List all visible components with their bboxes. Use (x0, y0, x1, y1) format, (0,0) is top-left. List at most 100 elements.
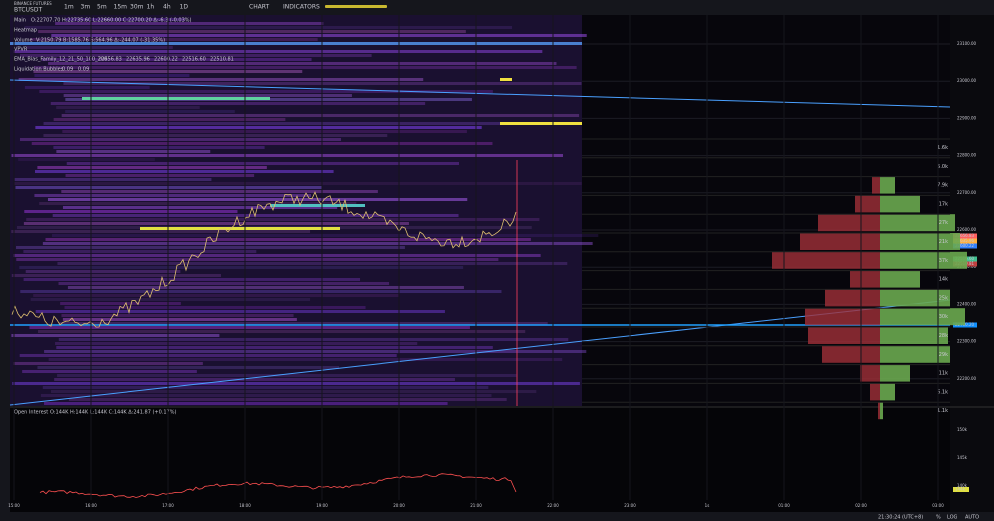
price-label: 22400.00 (957, 301, 977, 306)
heat-row (22, 370, 197, 373)
heat-row (11, 274, 222, 277)
profile-buy (880, 327, 948, 344)
heat-row (51, 34, 587, 37)
profile-buy (880, 251, 967, 269)
profile-sell (870, 383, 880, 401)
heat-row (39, 90, 493, 93)
heat-row (16, 258, 499, 261)
heat-row (15, 186, 322, 189)
profile-buy (880, 214, 955, 232)
timeframe[interactable]: 4h (163, 4, 171, 11)
oi-axis-label: 145k (957, 455, 968, 460)
heat-row (55, 22, 324, 25)
heat-row (42, 242, 593, 245)
heat-row (44, 402, 448, 405)
oi-tag (953, 487, 969, 492)
opacity-slider[interactable] (325, 5, 387, 8)
profile-label: 25k (939, 295, 948, 301)
time-label: 19:00 (316, 503, 328, 508)
timeframe[interactable]: 1D (180, 4, 189, 11)
legend-main-values: O:22707.70 H:22735.60 L:22660.00 C:22700… (31, 18, 191, 24)
heat-row (57, 374, 517, 377)
heat-row (19, 266, 464, 269)
heat-row (43, 122, 563, 125)
legend-volume-values: V:2150.79 B:1585.76 S:564.96 Δ:-244.07 (… (36, 38, 165, 44)
heat-row (42, 386, 489, 389)
heat-row (24, 210, 238, 213)
heat-row (40, 394, 492, 397)
heatmap (10, 18, 599, 405)
price-path (11, 191, 517, 328)
heat-row (24, 86, 150, 89)
timeframe[interactable]: 1h (147, 4, 155, 11)
time-label: 02:00 (855, 503, 867, 508)
heat-row (61, 314, 294, 317)
timeframe[interactable]: 30m (130, 4, 144, 11)
heat-row (19, 138, 341, 141)
time-label: 17:00 (162, 503, 174, 508)
liquidity-wall (82, 97, 270, 100)
percent-toggle[interactable]: % (936, 515, 941, 521)
time-label: 22:00 (547, 503, 559, 508)
heat-row (56, 106, 200, 109)
timeframe[interactable]: 3m (81, 4, 91, 11)
profile-label: 17k (939, 201, 948, 207)
heat-row (11, 334, 220, 337)
profile-label: 27k (939, 220, 948, 226)
heat-row (48, 62, 557, 65)
heat-row (57, 262, 568, 265)
heat-row (51, 234, 599, 237)
top-bar (0, 0, 994, 15)
profile-sell (772, 251, 880, 269)
heat-row (44, 350, 587, 353)
heat-row (12, 382, 580, 385)
time-label: 16:00 (85, 503, 97, 508)
heat-row (13, 50, 543, 53)
profile-buy (880, 233, 960, 250)
price-tag-label: 22600.22 (955, 243, 975, 248)
chart-menu[interactable]: CHART (249, 4, 270, 11)
heat-row (58, 322, 548, 325)
heat-row (14, 178, 212, 181)
profile-label: 30k (939, 314, 948, 320)
time-label: 1s (705, 503, 710, 508)
heat-row (18, 158, 155, 161)
log-toggle[interactable]: LOG (947, 515, 958, 521)
heat-row (50, 390, 537, 393)
status-bar (0, 512, 994, 521)
heat-row (62, 130, 467, 133)
heat-row (11, 154, 564, 157)
time-label: 15:00 (8, 503, 20, 508)
profile-sell (800, 233, 880, 250)
heat-row (54, 378, 455, 381)
heat-row (26, 46, 173, 49)
heat-row (18, 78, 424, 81)
heat-row (39, 202, 357, 205)
profile-buy (880, 345, 950, 363)
legend-liq: Liquidation Bubbles (14, 67, 64, 73)
heat-row (16, 246, 405, 249)
liquidity-wall (500, 78, 512, 81)
profile-label: 6.1k (937, 389, 948, 395)
symbol[interactable]: BTCUSDT (14, 7, 42, 14)
indicators-menu[interactable]: INDICATORS (283, 4, 320, 11)
heat-row (55, 342, 418, 345)
heat-row (47, 198, 468, 201)
price-label: 23100.00 (957, 41, 977, 46)
heat-row (60, 302, 181, 305)
timeframe[interactable]: 15m (114, 4, 128, 11)
heat-row (20, 290, 502, 293)
profile-label: 28k (939, 333, 948, 339)
profile-label: 1.1k (937, 408, 948, 414)
heat-row (34, 74, 190, 77)
profile-sell (822, 345, 880, 363)
timeframe[interactable]: 1m (64, 4, 74, 11)
liquidity-wall (500, 122, 582, 125)
profile-label: 7.9k (937, 183, 948, 189)
heat-row (24, 26, 513, 29)
heat-row (35, 310, 445, 313)
auto-toggle[interactable]: AUTO (965, 515, 979, 521)
timeframe[interactable]: 5m (97, 4, 107, 11)
